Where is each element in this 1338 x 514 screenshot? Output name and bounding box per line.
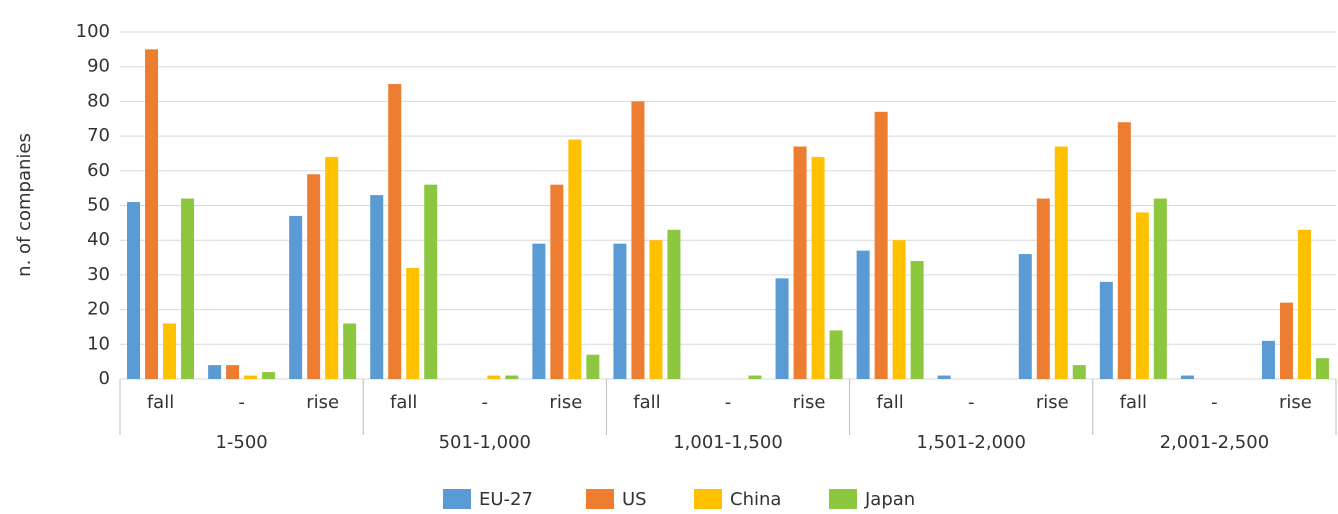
x-tick-label: - [725, 392, 732, 413]
bar [775, 278, 789, 379]
bar [1054, 146, 1068, 379]
bar [163, 323, 177, 379]
bar [550, 184, 564, 379]
legend-swatch [694, 489, 722, 509]
x-tick-label: rise [1036, 392, 1069, 413]
legend-label: EU-27 [479, 489, 533, 510]
bar [406, 267, 420, 379]
bar [910, 261, 924, 379]
bar [874, 111, 888, 379]
y-tick-label: 70 [87, 125, 110, 146]
y-axis-label: n. of companies [14, 133, 35, 277]
bar [1180, 375, 1194, 379]
bar [226, 365, 240, 379]
bar [289, 215, 303, 379]
bar [649, 240, 663, 379]
bar [937, 375, 951, 379]
bar [829, 330, 843, 379]
bar [244, 375, 258, 379]
bar [1297, 229, 1311, 379]
bar [568, 139, 582, 379]
bar [631, 101, 645, 380]
x-tick-label: - [482, 392, 489, 413]
bar [667, 229, 681, 379]
bar [811, 156, 825, 379]
bar [325, 156, 339, 379]
bar [892, 240, 906, 379]
x-tick-label: - [238, 392, 245, 413]
bar [1036, 198, 1050, 379]
x-tick-label: fall [1120, 392, 1147, 413]
x-tick-label: - [968, 392, 975, 413]
bar [1279, 302, 1293, 379]
group-label: 1,001-1,500 [673, 432, 783, 453]
y-tick-label: 40 [87, 229, 110, 250]
bar [487, 375, 501, 379]
y-tick-label: 10 [87, 333, 110, 354]
bar [424, 184, 438, 379]
y-tick-label: 20 [87, 299, 110, 320]
bar [1153, 198, 1167, 379]
bar [586, 354, 600, 379]
group-label: 1-500 [215, 432, 267, 453]
bar [208, 365, 222, 379]
legend-swatch [443, 489, 471, 509]
y-tick-label: 0 [99, 368, 110, 389]
bar [127, 202, 141, 379]
bar [748, 375, 762, 379]
bar [1072, 365, 1086, 379]
bar [262, 372, 276, 379]
group-label: 501-1,000 [439, 432, 531, 453]
bar [1315, 358, 1329, 379]
bar [145, 49, 159, 379]
legend-swatch [829, 489, 857, 509]
bar [1018, 254, 1032, 379]
legend-label: Japan [864, 489, 915, 510]
legend-label: US [622, 489, 647, 510]
bar [181, 198, 195, 379]
x-tick-label: rise [549, 392, 582, 413]
bar [856, 250, 870, 379]
legend-label: China [730, 489, 781, 510]
legend-swatch [586, 489, 614, 509]
y-tick-label: 30 [87, 264, 110, 285]
bar [613, 243, 627, 379]
group-label: 1,501-2,000 [916, 432, 1026, 453]
y-tick-label: 60 [87, 160, 110, 181]
x-tick-label: rise [1279, 392, 1312, 413]
y-tick-label: 100 [76, 21, 110, 42]
y-tick-label: 90 [87, 56, 110, 77]
x-tick-label: rise [306, 392, 339, 413]
x-tick-label: fall [147, 392, 174, 413]
group-label: 2,001-2,500 [1160, 432, 1270, 453]
bar [505, 375, 519, 379]
bar [793, 146, 807, 379]
y-tick-label: 80 [87, 90, 110, 111]
x-tick-label: fall [876, 392, 903, 413]
bar [307, 174, 321, 379]
bar [532, 243, 546, 379]
y-tick-label: 50 [87, 195, 110, 216]
x-tick-label: rise [793, 392, 826, 413]
x-tick-label: fall [633, 392, 660, 413]
bar [370, 195, 384, 379]
bar [1099, 281, 1113, 379]
x-tick-label: - [1211, 392, 1218, 413]
bar [1117, 122, 1131, 379]
x-tick-label: fall [390, 392, 417, 413]
bar [1261, 340, 1275, 379]
bar [388, 84, 402, 380]
bar [1135, 212, 1149, 379]
bar [343, 323, 357, 379]
